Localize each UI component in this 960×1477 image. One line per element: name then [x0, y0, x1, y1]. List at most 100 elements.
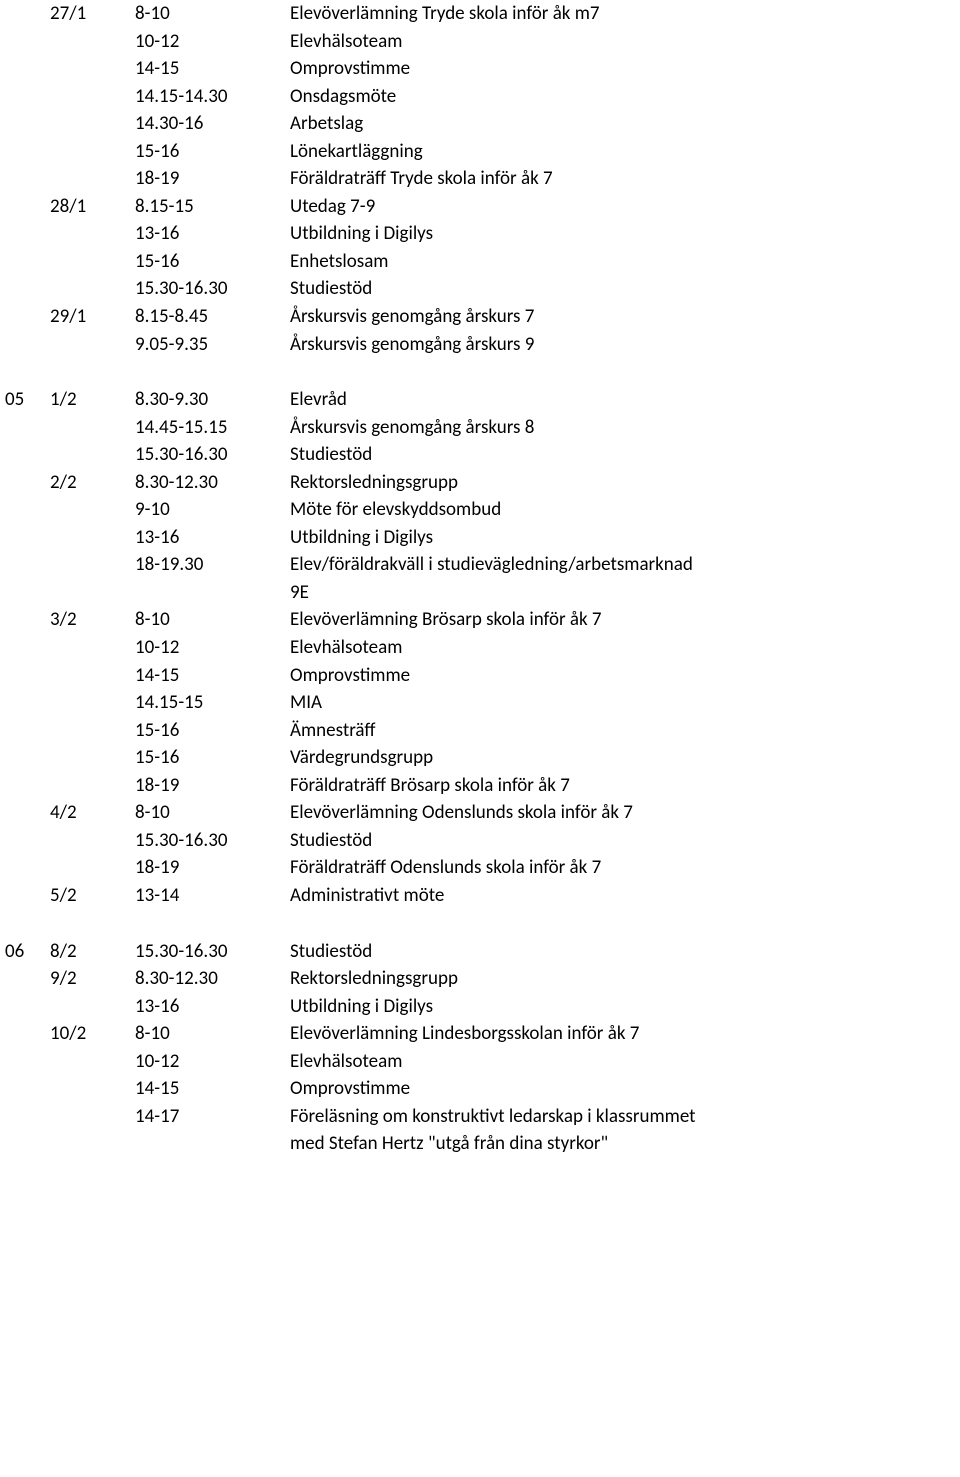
- time-cell: 8.30-12.30: [135, 469, 290, 497]
- schedule-row: 3/28-10Elevöverlämning Brösarp skola inf…: [0, 606, 960, 634]
- time-cell: 15.30-16.30: [135, 938, 290, 966]
- event-cell: Utbildning i Digilys: [290, 220, 960, 248]
- event-cell: med Stefan Hertz "utgå från dina styrkor…: [290, 1130, 960, 1158]
- event-cell: Elevöverlämning Odenslunds skola inför å…: [290, 799, 960, 827]
- event-cell: Elevhälsoteam: [290, 28, 960, 56]
- date-cell: 2/2: [50, 469, 135, 497]
- event-cell: Föräldraträff Odenslunds skola inför åk …: [290, 854, 960, 882]
- date-cell: 3/2: [50, 606, 135, 634]
- date-cell: 8/2: [50, 938, 135, 966]
- event-cell: Föräldraträff Brösarp skola inför åk 7: [290, 772, 960, 800]
- schedule-row: 28/18.15-15Utedag 7-9: [0, 193, 960, 221]
- schedule-row: 14.15-15MIA: [0, 689, 960, 717]
- date-cell: 10/2: [50, 1020, 135, 1048]
- time-cell: 18-19: [135, 772, 290, 800]
- schedule-row: 18-19Föräldraträff Odenslunds skola infö…: [0, 854, 960, 882]
- schedule-row: 27/18-10Elevöverlämning Tryde skola infö…: [0, 0, 960, 28]
- time-cell: 14.30-16: [135, 110, 290, 138]
- time-cell: 14-17: [135, 1103, 290, 1131]
- schedule-row: 10-12Elevhälsoteam: [0, 1048, 960, 1076]
- event-cell: 9E: [290, 579, 960, 607]
- event-cell: Ämnesträff: [290, 717, 960, 745]
- time-cell: 14.15-15: [135, 689, 290, 717]
- event-cell: Elevöverlämning Brösarp skola inför åk 7: [290, 606, 960, 634]
- week-cell: 05: [0, 386, 50, 414]
- date-cell: 27/1: [50, 0, 135, 28]
- event-cell: Utedag 7-9: [290, 193, 960, 221]
- schedule-row: 14.30-16Arbetslag: [0, 110, 960, 138]
- schedule-row: 13-16Utbildning i Digilys: [0, 524, 960, 552]
- schedule-row: 9-10Möte för elevskyddsombud: [0, 496, 960, 524]
- event-cell: Värdegrundsgrupp: [290, 744, 960, 772]
- schedule-row: 15-16Ämnesträff: [0, 717, 960, 745]
- time-cell: 8-10: [135, 0, 290, 28]
- event-cell: Omprovstimme: [290, 662, 960, 690]
- event-cell: Arbetslag: [290, 110, 960, 138]
- time-cell: 15-16: [135, 248, 290, 276]
- blank-row: [0, 910, 960, 938]
- schedule-row: 10-12Elevhälsoteam: [0, 634, 960, 662]
- event-cell: Elevråd: [290, 386, 960, 414]
- schedule-row: 14.15-14.30Onsdagsmöte: [0, 83, 960, 111]
- event-cell: Onsdagsmöte: [290, 83, 960, 111]
- time-cell: 8-10: [135, 799, 290, 827]
- event-cell: Elevhälsoteam: [290, 634, 960, 662]
- schedule-row: 15.30-16.30Studiestöd: [0, 827, 960, 855]
- time-cell: 18-19: [135, 165, 290, 193]
- date-cell: 5/2: [50, 882, 135, 910]
- event-cell: Elevhälsoteam: [290, 1048, 960, 1076]
- schedule-row: 9.05-9.35Årskursvis genomgång årskurs 9: [0, 331, 960, 359]
- schedule-row: 15-16Lönekartläggning: [0, 138, 960, 166]
- week-cell: 06: [0, 938, 50, 966]
- time-cell: 8.15-8.45: [135, 303, 290, 331]
- schedule-row: 15.30-16.30Studiestöd: [0, 441, 960, 469]
- time-cell: 18-19: [135, 854, 290, 882]
- schedule-row: 18-19Föräldraträff Tryde skola inför åk …: [0, 165, 960, 193]
- event-cell: Omprovstimme: [290, 55, 960, 83]
- event-cell: Utbildning i Digilys: [290, 993, 960, 1021]
- schedule-row: 18-19Föräldraträff Brösarp skola inför å…: [0, 772, 960, 800]
- schedule-row: 068/215.30-16.30Studiestöd: [0, 938, 960, 966]
- event-cell: Studiestöd: [290, 827, 960, 855]
- event-cell: Studiestöd: [290, 441, 960, 469]
- schedule-row: 14-17Föreläsning om konstruktivt ledarsk…: [0, 1103, 960, 1131]
- time-cell: 8.30-9.30: [135, 386, 290, 414]
- schedule-row: 14-15Omprovstimme: [0, 662, 960, 690]
- time-cell: 14-15: [135, 55, 290, 83]
- event-cell: MIA: [290, 689, 960, 717]
- date-cell: 1/2: [50, 386, 135, 414]
- schedule-row: 18-19.30Elev/föräldrakväll i studievägle…: [0, 551, 960, 579]
- event-cell: Administrativt möte: [290, 882, 960, 910]
- time-cell: 15-16: [135, 744, 290, 772]
- event-cell: Rektorsledningsgrupp: [290, 469, 960, 497]
- event-cell: Årskursvis genomgång årskurs 8: [290, 414, 960, 442]
- schedule-row: 10-12Elevhälsoteam: [0, 28, 960, 56]
- schedule-row: 2/28.30-12.30Rektorsledningsgrupp: [0, 469, 960, 497]
- event-cell: Enhetslosam: [290, 248, 960, 276]
- time-cell: 8-10: [135, 606, 290, 634]
- event-cell: Årskursvis genomgång årskurs 7: [290, 303, 960, 331]
- date-cell: 9/2: [50, 965, 135, 993]
- schedule-row: 15.30-16.30Studiestöd: [0, 275, 960, 303]
- time-cell: 10-12: [135, 634, 290, 662]
- event-cell: Omprovstimme: [290, 1075, 960, 1103]
- schedule-row: 4/28-10Elevöverlämning Odenslunds skola …: [0, 799, 960, 827]
- date-cell: 28/1: [50, 193, 135, 221]
- blank-row: [0, 358, 960, 386]
- time-cell: 14.45-15.15: [135, 414, 290, 442]
- time-cell: 8.30-12.30: [135, 965, 290, 993]
- time-cell: 18-19.30: [135, 551, 290, 579]
- event-cell: Möte för elevskyddsombud: [290, 496, 960, 524]
- schedule-row: 10/28-10Elevöverlämning Lindesborgsskola…: [0, 1020, 960, 1048]
- time-cell: 9-10: [135, 496, 290, 524]
- time-cell: 10-12: [135, 1048, 290, 1076]
- time-cell: 8.15-15: [135, 193, 290, 221]
- time-cell: 10-12: [135, 28, 290, 56]
- event-cell: Elevöverlämning Lindesborgsskolan inför …: [290, 1020, 960, 1048]
- schedule-row: 15-16Enhetslosam: [0, 248, 960, 276]
- schedule-row: 9E: [0, 579, 960, 607]
- schedule-row: 051/28.30-9.30Elevråd: [0, 386, 960, 414]
- time-cell: 8-10: [135, 1020, 290, 1048]
- schedule-document: 27/18-10Elevöverlämning Tryde skola infö…: [0, 0, 960, 1158]
- time-cell: 15-16: [135, 717, 290, 745]
